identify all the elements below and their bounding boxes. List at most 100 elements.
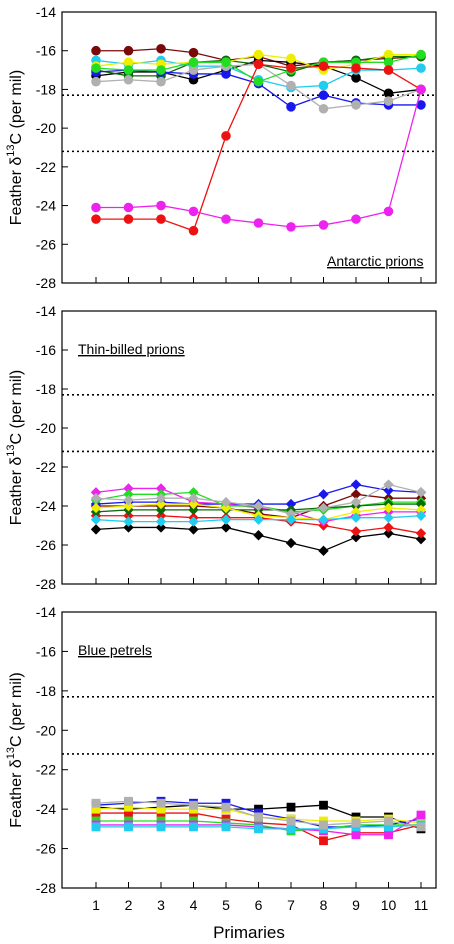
- data-point: [124, 796, 133, 806]
- data-point: [220, 502, 232, 514]
- data-point: [318, 103, 329, 114]
- data-point: [350, 526, 362, 537]
- data-point: [318, 502, 329, 514]
- data-point: [416, 84, 426, 95]
- data-point: [90, 487, 102, 498]
- data-point: [123, 45, 134, 56]
- x-tick-label: 3: [157, 897, 165, 913]
- data-point: [286, 80, 296, 91]
- data-point: [383, 479, 394, 490]
- data-point: [188, 498, 199, 510]
- data-point: [416, 63, 426, 73]
- data-point: [155, 498, 167, 510]
- data-point: [156, 214, 166, 224]
- data-point: [415, 487, 427, 498]
- data-point: [254, 812, 263, 822]
- data-point: [123, 510, 134, 521]
- series-line: [96, 63, 422, 232]
- data-point: [351, 63, 361, 73]
- data-point: [383, 512, 394, 523]
- data-point: [318, 80, 329, 91]
- data-point: [319, 800, 328, 810]
- data-point: [188, 225, 199, 236]
- y-tick-label: -14: [36, 303, 56, 319]
- data-point: [253, 218, 264, 228]
- y-tick-label: -28: [36, 576, 56, 592]
- y-axis-label: Feather δ13C (per mil): [5, 70, 25, 225]
- data-point: [286, 816, 296, 826]
- data-point: [285, 514, 297, 525]
- data-point: [156, 822, 166, 832]
- data-point: [318, 90, 329, 101]
- data-point: [156, 798, 166, 808]
- data-point: [383, 522, 394, 533]
- data-point: [384, 830, 393, 840]
- x-tick-label: 1: [92, 897, 100, 913]
- data-point: [350, 512, 362, 523]
- data-point: [416, 810, 426, 820]
- x-axis-label: Primaries: [213, 923, 285, 942]
- data-point: [221, 822, 231, 832]
- y-tick-label: -16: [36, 43, 56, 59]
- data-point: [318, 61, 329, 71]
- y-tick-label: -26: [36, 236, 56, 252]
- data-point: [383, 49, 394, 60]
- data-point: [416, 49, 426, 60]
- data-point: [415, 504, 427, 516]
- data-point: [384, 822, 393, 832]
- y-tick-label: -16: [36, 643, 56, 659]
- data-point: [415, 510, 427, 521]
- y-axis-label: Feather δ13C (per mil): [5, 672, 25, 827]
- y-tick-label: -22: [36, 762, 56, 778]
- y-tick-label: -16: [36, 342, 56, 358]
- x-tick-label: 6: [255, 897, 263, 913]
- data-point: [383, 96, 394, 106]
- data-point: [285, 508, 297, 519]
- y-tick-label: -26: [36, 537, 56, 553]
- data-point: [123, 516, 134, 527]
- panel-label: Antarctic prions: [327, 253, 423, 269]
- data-point: [124, 808, 133, 818]
- data-point: [156, 804, 166, 814]
- y-tick-label: -18: [36, 683, 56, 699]
- data-point: [350, 506, 362, 518]
- y-tick-label: -18: [36, 81, 56, 97]
- data-point: [156, 76, 166, 87]
- data-point: [123, 483, 134, 494]
- data-point: [91, 804, 101, 814]
- data-point: [319, 836, 328, 846]
- data-point: [91, 63, 101, 73]
- data-point: [383, 485, 394, 496]
- data-point: [415, 528, 427, 539]
- data-point: [350, 532, 362, 543]
- data-point: [155, 510, 167, 521]
- data-point: [415, 533, 427, 545]
- data-point: [416, 822, 426, 832]
- data-point: [351, 214, 361, 224]
- data-point: [253, 76, 264, 87]
- data-point: [318, 514, 329, 525]
- x-tick-label: 5: [222, 897, 230, 913]
- x-tick-label: 10: [381, 897, 397, 913]
- y-tick-label: -22: [36, 459, 56, 475]
- data-point: [220, 522, 232, 533]
- data-point: [123, 65, 134, 75]
- data-point: [155, 522, 167, 533]
- x-tick-label: 11: [414, 897, 429, 913]
- data-point: [253, 530, 264, 541]
- data-point: [351, 73, 361, 83]
- y-tick-label: -14: [36, 604, 56, 620]
- panel-label: Blue petrels: [78, 642, 152, 658]
- data-point: [188, 57, 199, 68]
- data-point: [220, 496, 232, 508]
- data-point: [123, 74, 134, 85]
- data-point: [285, 537, 297, 549]
- y-tick-label: -22: [36, 159, 56, 175]
- data-point: [253, 500, 264, 512]
- data-point: [188, 493, 199, 504]
- data-point: [123, 494, 134, 506]
- data-point: [188, 206, 199, 217]
- data-point: [123, 500, 134, 512]
- y-tick-label: -28: [36, 880, 56, 896]
